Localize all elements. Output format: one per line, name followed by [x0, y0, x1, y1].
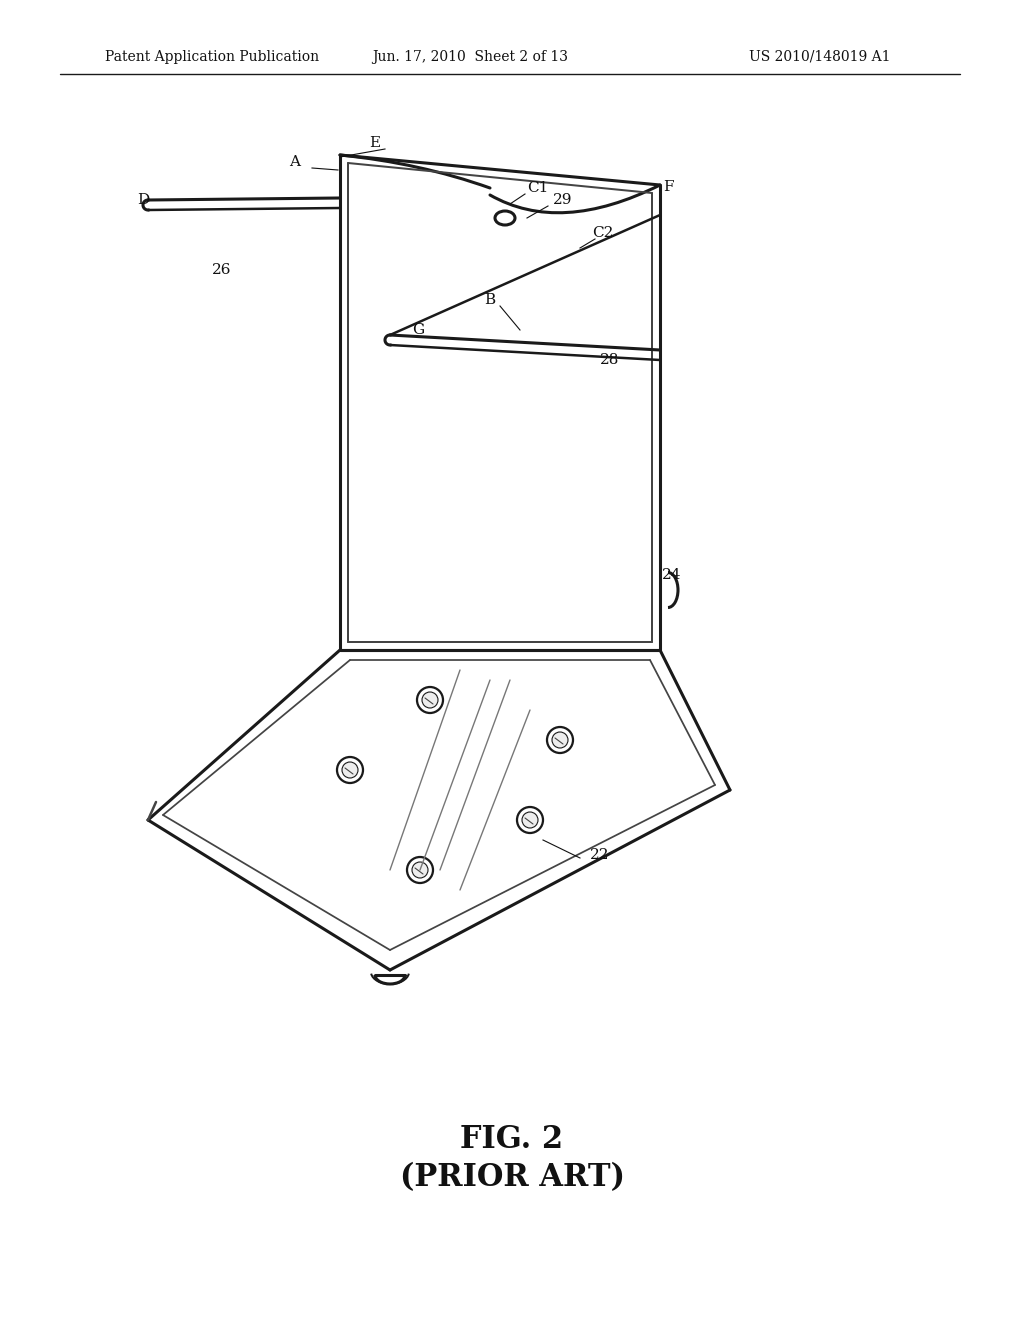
Text: B: B: [484, 293, 496, 308]
Circle shape: [337, 756, 362, 783]
Circle shape: [407, 857, 433, 883]
Ellipse shape: [495, 211, 515, 224]
Text: 29: 29: [553, 193, 572, 207]
Text: C2: C2: [592, 226, 613, 240]
Text: G: G: [412, 323, 424, 337]
Circle shape: [552, 733, 568, 748]
Circle shape: [422, 692, 438, 708]
Circle shape: [547, 727, 573, 752]
Text: 26: 26: [212, 263, 231, 277]
Text: Patent Application Publication: Patent Application Publication: [105, 50, 319, 63]
Text: (PRIOR ART): (PRIOR ART): [399, 1163, 625, 1193]
Text: D: D: [137, 193, 150, 207]
Text: A: A: [290, 154, 300, 169]
Text: US 2010/148019 A1: US 2010/148019 A1: [750, 50, 891, 63]
Text: 22: 22: [590, 847, 609, 862]
Circle shape: [412, 862, 428, 878]
Circle shape: [522, 812, 538, 828]
Circle shape: [342, 762, 358, 777]
Text: C1: C1: [527, 181, 549, 195]
Text: Jun. 17, 2010  Sheet 2 of 13: Jun. 17, 2010 Sheet 2 of 13: [372, 50, 568, 63]
Text: E: E: [370, 136, 381, 150]
Text: 28: 28: [600, 352, 620, 367]
Text: 24: 24: [663, 568, 682, 582]
Circle shape: [517, 807, 543, 833]
Text: F: F: [663, 180, 673, 194]
Text: FIG. 2: FIG. 2: [461, 1125, 563, 1155]
Circle shape: [417, 686, 443, 713]
